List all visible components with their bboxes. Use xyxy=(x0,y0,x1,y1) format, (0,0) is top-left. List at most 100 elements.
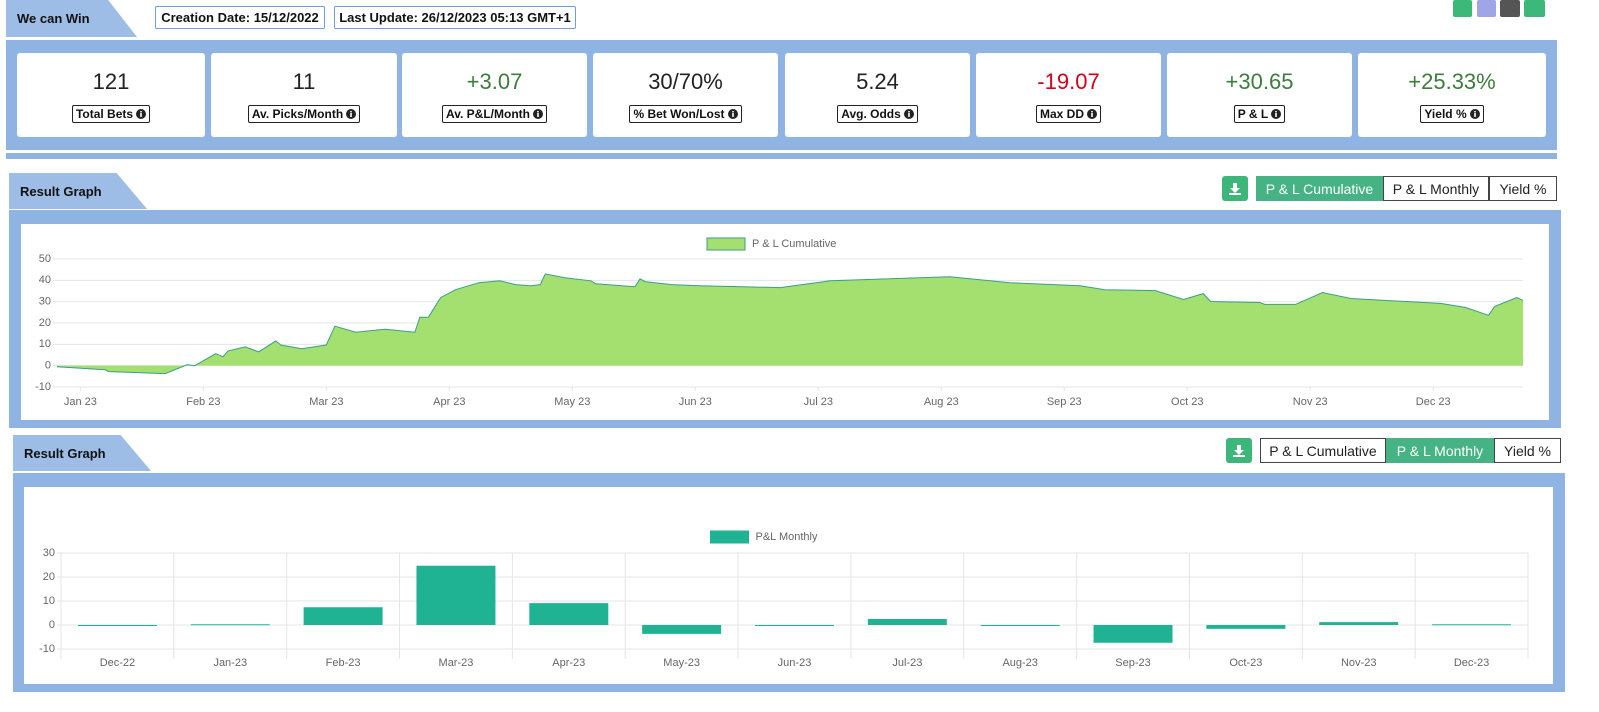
x-tick-label: Dec-23 xyxy=(1454,657,1489,669)
x-tick-label: Sep 23 xyxy=(1047,396,1082,408)
x-tick-label: Jul-23 xyxy=(892,657,922,669)
stat-value: 11 xyxy=(292,69,316,94)
bar xyxy=(980,625,1060,626)
view-button[interactable]: Yield % xyxy=(1489,176,1557,201)
y-tick-label: 10 xyxy=(43,595,55,607)
stat-value: +25.33% xyxy=(1408,69,1496,94)
view-button[interactable]: P & L Cumulative xyxy=(1260,438,1386,463)
download-icon xyxy=(1233,444,1245,457)
info-icon xyxy=(1087,109,1097,119)
stat-label: P & L xyxy=(1233,105,1286,123)
stat-card: -19.07 Max DD xyxy=(976,53,1161,137)
info-bar xyxy=(350,113,352,117)
creation-date: Creation Date: 15/12/2022 xyxy=(155,6,325,29)
info-dot xyxy=(907,111,910,113)
info-bar xyxy=(1091,113,1093,117)
download-icon xyxy=(1229,182,1241,195)
stat-value: +3.07 xyxy=(466,69,523,94)
x-tick-label: Jul 23 xyxy=(804,396,833,408)
info-icon xyxy=(136,109,147,119)
bar xyxy=(1319,622,1399,625)
y-tick-label: 30 xyxy=(43,547,55,559)
bar xyxy=(416,565,496,625)
area-fill xyxy=(57,273,1523,374)
info-icon xyxy=(1469,109,1480,119)
view-button[interactable]: P & L Cumulative xyxy=(1256,176,1383,201)
legend-label: P & L Cumulative xyxy=(752,238,836,250)
y-tick-label: 20 xyxy=(39,317,51,329)
area-line xyxy=(56,273,1524,375)
stat-value: +30.65 xyxy=(1225,69,1294,94)
x-tick-label: Aug 23 xyxy=(924,396,959,408)
x-tick-label: Sep-23 xyxy=(1115,657,1150,669)
y-tick-label: 10 xyxy=(39,338,51,350)
icon-button[interactable] xyxy=(1477,0,1496,17)
y-tick-label: 40 xyxy=(39,274,51,286)
bar xyxy=(190,624,270,626)
bar xyxy=(77,625,157,626)
bar xyxy=(755,625,834,626)
stat-label: % Bet Won/Lost xyxy=(629,105,742,123)
bar xyxy=(642,625,722,634)
stat-label: Av. P&L/Month xyxy=(442,105,547,123)
x-tick-label: May-23 xyxy=(663,657,700,669)
view-button[interactable]: Yield % xyxy=(1494,438,1561,463)
view-button[interactable]: P & L Monthly xyxy=(1386,438,1494,463)
x-tick-label: Oct 23 xyxy=(1171,396,1203,408)
info-dot xyxy=(731,111,734,113)
stat-label: Avg. Odds xyxy=(837,105,918,123)
x-tick-label: Nov-23 xyxy=(1341,657,1376,669)
info-bar xyxy=(537,113,539,117)
x-tick-label: Feb-23 xyxy=(326,657,361,669)
x-tick-label: Dec-22 xyxy=(100,657,135,669)
info-bar xyxy=(1473,113,1476,117)
info-icon xyxy=(1271,109,1282,119)
x-tick-label: Jan-23 xyxy=(213,657,247,669)
bar xyxy=(867,619,947,625)
stat-card: 11 Av. Picks/Month xyxy=(211,53,397,137)
info-icon xyxy=(727,109,738,119)
view-button[interactable]: P & L Monthly xyxy=(1383,176,1489,201)
info-bar xyxy=(140,113,142,117)
stat-card: +3.07 Av. P&L/Month xyxy=(402,53,587,137)
download-button[interactable] xyxy=(1226,438,1252,463)
info-dot xyxy=(1473,111,1476,113)
stat-label-text: Yield % xyxy=(1424,107,1467,121)
icon-button[interactable] xyxy=(1453,0,1472,17)
y-tick-label: 0 xyxy=(49,619,55,631)
info-icon xyxy=(533,109,543,119)
info-dot xyxy=(350,111,352,113)
info-icon xyxy=(903,109,914,119)
page-tab: We can Win xyxy=(6,0,137,37)
x-tick-label: May 23 xyxy=(554,396,590,408)
stat-card: +30.65 P & L xyxy=(1167,53,1352,137)
bar xyxy=(1432,624,1512,626)
x-tick-label: Jun-23 xyxy=(778,657,812,669)
info-bar xyxy=(1275,113,1278,117)
info-dot xyxy=(537,111,539,113)
divider xyxy=(6,153,1557,159)
x-tick-label: Apr-23 xyxy=(552,657,585,669)
x-tick-label: Jan 23 xyxy=(64,396,97,408)
info-dot xyxy=(1091,111,1093,113)
download-button[interactable] xyxy=(1222,176,1248,201)
stat-value: 30/70% xyxy=(648,69,723,94)
icon-button[interactable] xyxy=(1500,0,1520,17)
chart: -10 0 10 20 30 40 50 P & L Cumulative Jan 23 Feb … xyxy=(21,224,1549,420)
section-title: Result Graph xyxy=(20,183,102,199)
stat-card: 5.24 Avg. Odds xyxy=(785,53,970,137)
x-tick-label: Mar 23 xyxy=(309,396,343,408)
icon-button[interactable] xyxy=(1524,0,1545,17)
stat-label-text: Av. Picks/Month xyxy=(251,107,344,121)
stat-label: Max DD xyxy=(1035,105,1101,123)
section-title: Result Graph xyxy=(24,445,106,461)
info-dot xyxy=(140,111,142,113)
stat-label: Yield % xyxy=(1420,105,1484,123)
info-icon xyxy=(346,109,357,119)
chart: -10 0 10 20 30 P&L Monthly Dec-22 Jan-23 Feb-23 M… xyxy=(24,487,1553,684)
y-tick-label: 50 xyxy=(39,253,51,265)
legend-swatch xyxy=(706,237,746,251)
stat-value: -19.07 xyxy=(1037,69,1100,94)
legend-swatch xyxy=(710,530,749,544)
